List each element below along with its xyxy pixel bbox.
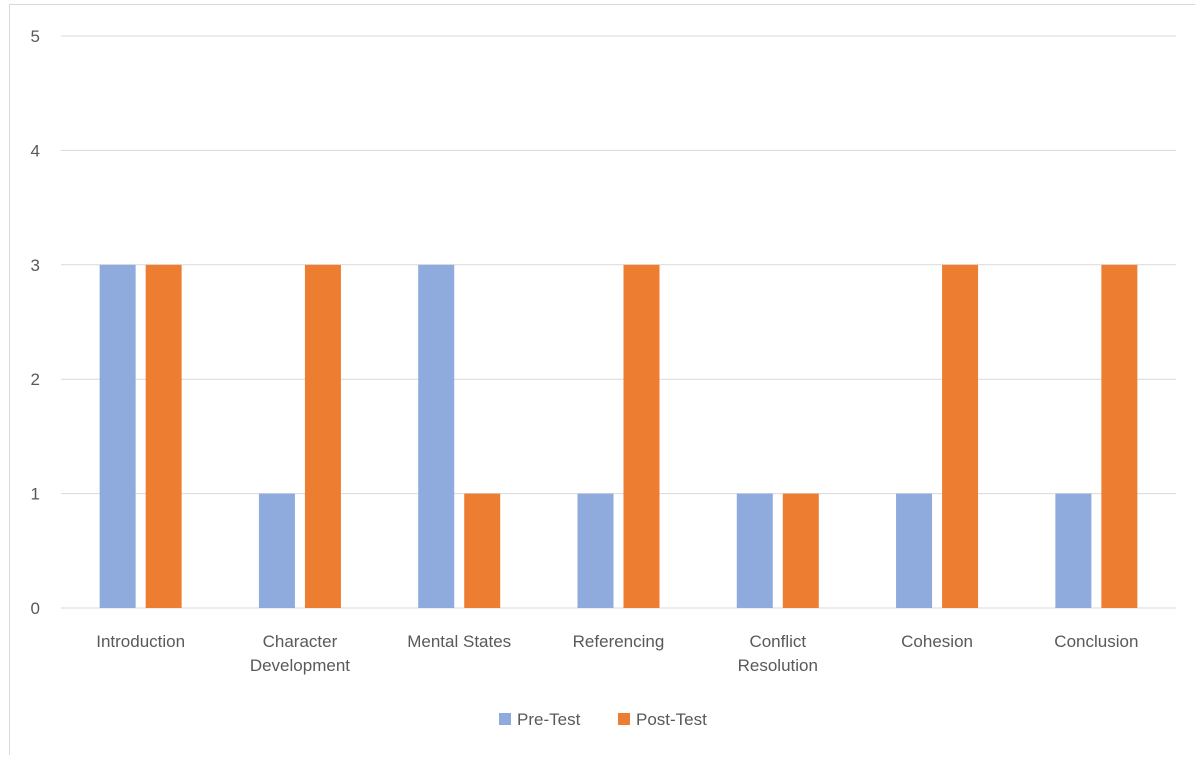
legend-swatch bbox=[618, 713, 630, 725]
legend-label: Pre-Test bbox=[517, 710, 581, 729]
x-tick-label-line: Character bbox=[263, 632, 338, 651]
legend-swatch bbox=[499, 713, 511, 725]
x-tick-label: Cohesion bbox=[901, 632, 973, 651]
legend-label: Post-Test bbox=[636, 710, 707, 729]
bar-post-test-3 bbox=[623, 264, 660, 608]
y-tick-label: 3 bbox=[31, 256, 40, 275]
bar-pre-test-1 bbox=[258, 493, 295, 608]
bar-pre-test-5 bbox=[896, 493, 933, 608]
x-tick-label: Character Development bbox=[250, 632, 350, 675]
x-tick-label-line: Conflict bbox=[749, 632, 806, 651]
x-tick-label-line: Resolution bbox=[738, 656, 818, 675]
x-tick-label-line: Mental States bbox=[407, 632, 511, 651]
bar-pre-test-4 bbox=[736, 493, 773, 608]
bar-post-test-6 bbox=[1101, 264, 1138, 608]
x-tick-label-line: Development bbox=[250, 656, 350, 675]
bar-pre-test-6 bbox=[1055, 493, 1092, 608]
x-tick-label-line: Conclusion bbox=[1054, 632, 1138, 651]
y-tick-label: 2 bbox=[31, 370, 40, 389]
gridlines bbox=[61, 35, 1176, 609]
legend-item-pre-test: Pre-Test bbox=[499, 710, 581, 729]
x-axis: Introduction Character Development Mental S… bbox=[96, 632, 1138, 675]
y-tick-label: 4 bbox=[31, 141, 40, 160]
y-axis: 0 1 2 3 4 5 bbox=[31, 27, 40, 618]
x-tick-label-line: Cohesion bbox=[901, 632, 973, 651]
x-tick-label: Mental States bbox=[407, 632, 511, 651]
legend: Pre-Test Post-Test bbox=[499, 710, 707, 729]
x-tick-label: Conflict Resolution bbox=[738, 632, 818, 675]
bar-post-test-1 bbox=[304, 264, 341, 608]
bar-pre-test-0 bbox=[99, 264, 136, 608]
y-tick-label: 5 bbox=[31, 27, 40, 46]
bar-post-test-4 bbox=[782, 493, 819, 608]
x-tick-label: Conclusion bbox=[1054, 632, 1138, 651]
bars bbox=[99, 264, 1138, 608]
legend-item-post-test: Post-Test bbox=[618, 710, 707, 729]
bar-post-test-5 bbox=[942, 264, 979, 608]
x-tick-label-line: Referencing bbox=[573, 632, 665, 651]
y-tick-label: 1 bbox=[31, 485, 40, 504]
y-tick-label: 0 bbox=[31, 599, 40, 618]
x-tick-label: Referencing bbox=[573, 632, 665, 651]
bar-pre-test-3 bbox=[577, 493, 614, 608]
bar-post-test-2 bbox=[464, 493, 501, 608]
x-tick-label-line: Introduction bbox=[96, 632, 185, 651]
bar-pre-test-2 bbox=[418, 264, 455, 608]
chart-frame bbox=[9, 4, 1195, 755]
x-tick-label: Introduction bbox=[96, 632, 185, 651]
bar-post-test-0 bbox=[145, 264, 182, 608]
